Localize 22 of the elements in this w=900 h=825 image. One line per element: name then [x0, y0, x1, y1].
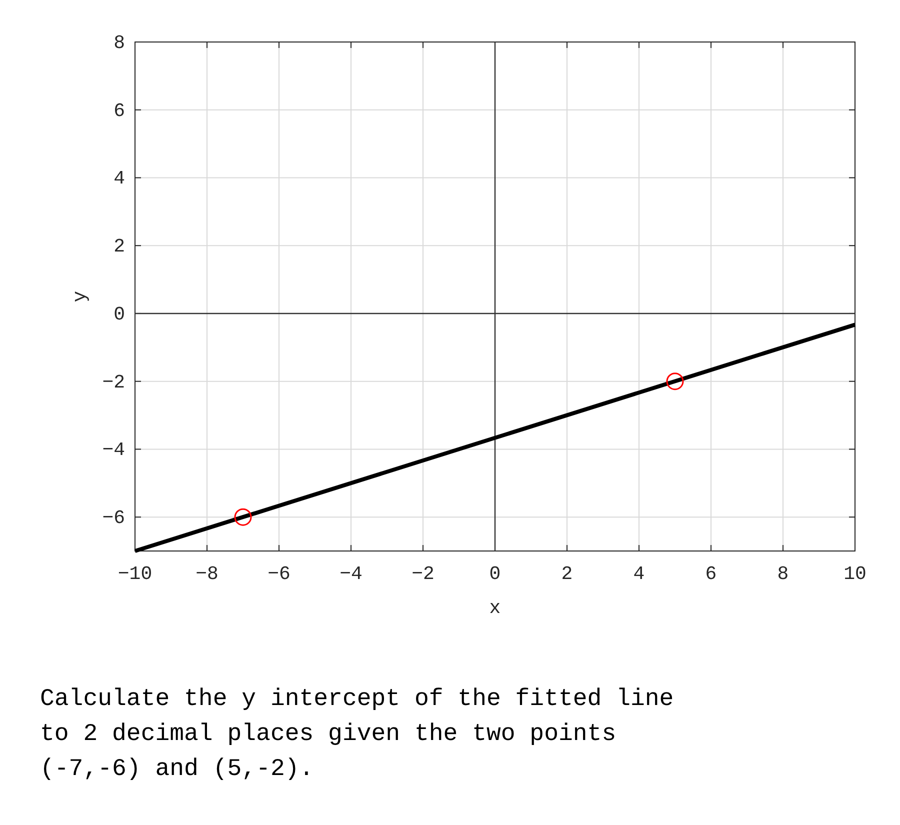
y-tick-label: −2	[102, 371, 125, 394]
x-tick-label: 0	[489, 563, 501, 585]
x-tick-label: −2	[412, 563, 434, 585]
text: Calculate the y intercept of the fitted line to 2 decimal places given the two points (-7,-6) and (5,-2).	[40, 686, 674, 783]
x-tick-label: −8	[196, 563, 218, 585]
x-tick-label: 2	[561, 563, 573, 585]
y-tick-label: 6	[114, 100, 125, 122]
x-tick-label: 10	[844, 563, 866, 585]
y-tick-label: −4	[102, 439, 125, 462]
y-tick-label: 4	[114, 168, 125, 190]
y-tick-label: 0	[114, 303, 125, 326]
x-axis-title: x	[489, 597, 501, 619]
y-tick-label: −6	[102, 507, 125, 530]
y-tick-label: 2	[114, 236, 125, 258]
x-tick-label: 6	[705, 563, 717, 585]
x-tick-label: 4	[633, 563, 645, 585]
x-tick-label: −6	[268, 563, 290, 585]
y-tick-label: 8	[114, 32, 125, 54]
x-tick-label: −10	[118, 563, 152, 585]
x-tick-label: −4	[340, 563, 362, 585]
x-tick-label: 8	[777, 563, 789, 585]
y-axis-title: y	[69, 290, 91, 302]
